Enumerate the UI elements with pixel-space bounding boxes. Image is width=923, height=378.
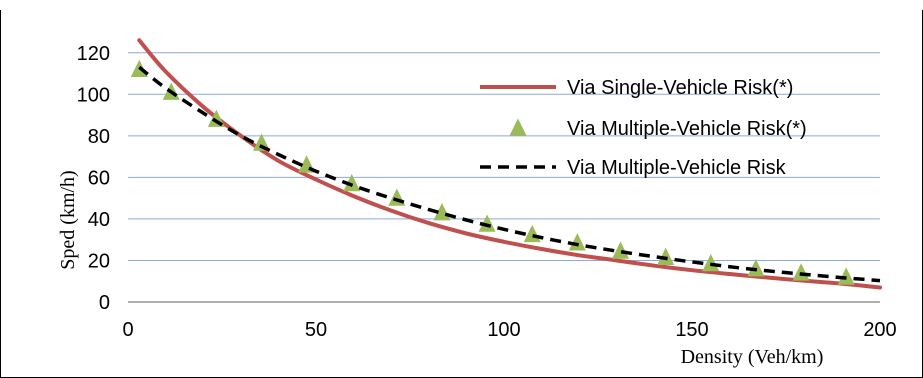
x-tick-label-150: 150 bbox=[675, 319, 708, 341]
series-point-multiple-vehicle-risk-star bbox=[523, 224, 541, 243]
legend-label-0: Via Single-Vehicle Risk(*) bbox=[567, 77, 793, 99]
x-axis-title: Density (Veh/km) bbox=[681, 346, 824, 368]
legend-swatch-multiple-vehicle-risk-star bbox=[509, 118, 527, 136]
series-point-multiple-vehicle-risk-star bbox=[792, 263, 810, 281]
y-tick-label-40: 40 bbox=[88, 209, 110, 231]
legend: Via Single-Vehicle Risk(*) Via Multiple-V… bbox=[480, 77, 807, 179]
series-point-multiple-vehicle-risk-star bbox=[568, 233, 586, 251]
grid-layer bbox=[128, 52, 880, 261]
x-tick-label-0: 0 bbox=[122, 319, 133, 341]
y-tick-label-100: 100 bbox=[77, 84, 110, 106]
chart-top-gap bbox=[0, 0, 923, 10]
legend-label-1: Via Multiple-Vehicle Risk(*) bbox=[567, 118, 807, 140]
x-tick-label-200: 200 bbox=[863, 319, 896, 341]
y-tick-label-80: 80 bbox=[88, 126, 110, 148]
series-point-multiple-vehicle-risk-star bbox=[612, 241, 630, 259]
series-point-multiple-vehicle-risk-star bbox=[252, 133, 270, 151]
series-point-multiple-vehicle-risk-star bbox=[747, 259, 765, 277]
series-point-multiple-vehicle-risk-star bbox=[343, 173, 361, 192]
y-tick-label-0: 0 bbox=[99, 292, 110, 314]
series-line-multiple-vehicle-risk bbox=[138, 65, 881, 283]
axis-layer: 0 20 40 60 80 100 120 0 50 100 150 200 bbox=[77, 43, 897, 341]
y-tick-label-120: 120 bbox=[77, 43, 110, 65]
series-layer bbox=[130, 38, 882, 290]
legend-label-2: Via Multiple-Vehicle Risk bbox=[567, 157, 787, 179]
y-tick-label-20: 20 bbox=[88, 250, 110, 272]
series-point-multiple-vehicle-risk-star bbox=[702, 253, 720, 272]
x-tick-label-100: 100 bbox=[487, 319, 520, 341]
y-tick-label-60: 60 bbox=[88, 167, 110, 189]
series-point-multiple-vehicle-risk-star bbox=[837, 267, 855, 285]
x-tick-label-50: 50 bbox=[305, 319, 327, 341]
series-point-multiple-vehicle-risk-star bbox=[657, 247, 675, 265]
series-point-multiple-vehicle-risk-star bbox=[478, 214, 496, 232]
y-axis-title: Sped (km/h) bbox=[57, 170, 79, 269]
